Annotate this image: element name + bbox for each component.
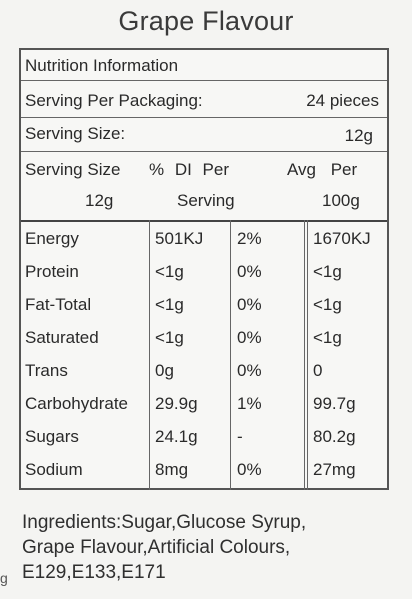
row-di: 0% <box>237 460 262 479</box>
row-per-serving: 24.1g <box>155 427 198 446</box>
row-name: Protein <box>25 262 79 281</box>
divider <box>21 220 387 222</box>
row-per-100g: 1670KJ <box>313 229 371 248</box>
column-divider <box>149 220 150 490</box>
row-per-serving: <1g <box>155 262 184 281</box>
row-name: Sodium <box>25 460 83 479</box>
row-per-100g: <1g <box>313 328 342 347</box>
col-header-avg-per: Avg Per <box>287 160 358 179</box>
serving-per-packaging-label: Serving Per Packaging: <box>25 91 203 110</box>
row-di: 0% <box>237 361 262 380</box>
row-per-100g: 0 <box>313 361 323 380</box>
serving-per-packaging-value: 24 pieces <box>306 91 379 110</box>
row-di: - <box>237 427 243 446</box>
row-name: Saturated <box>25 328 99 347</box>
row-name: Carbohydrate <box>25 394 129 413</box>
col-header-di-per: % DI Per <box>149 160 230 179</box>
ingredients-line: Grape Flavour,Artificial Colours, <box>22 537 291 558</box>
column-divider <box>304 220 305 490</box>
row-per-serving: 501KJ <box>155 229 204 248</box>
column-divider <box>230 220 231 490</box>
row-name: Sugars <box>25 427 79 446</box>
divider <box>21 151 387 152</box>
col-header-serving-size: Serving Size <box>25 160 121 179</box>
row-per-100g: <1g <box>313 295 342 314</box>
row-per-100g: 27mg <box>313 460 356 479</box>
column-divider <box>307 220 308 490</box>
col-header-serving: Serving <box>177 191 235 210</box>
row-name: Energy <box>25 229 79 248</box>
row-per-serving: <1g <box>155 295 184 314</box>
row-di: 2% <box>237 229 262 248</box>
col-header-100g: 100g <box>322 191 360 210</box>
row-per-serving: 29.9g <box>155 394 198 413</box>
row-per-serving: <1g <box>155 328 184 347</box>
row-per-serving: 0g <box>155 361 174 380</box>
row-di: 0% <box>237 328 262 347</box>
row-name: Fat-Total <box>25 295 92 314</box>
row-per-100g: 80.2g <box>313 427 356 446</box>
row-di: 0% <box>237 262 262 281</box>
row-name: Trans <box>25 361 68 380</box>
nutrition-panel: Nutrition Information Serving Per Packag… <box>19 48 389 490</box>
row-per-100g: <1g <box>313 262 342 281</box>
product-title: Grape Flavour <box>118 6 294 36</box>
col-header-serving-size-value: 12g <box>85 191 114 210</box>
serving-size-value: 12g <box>344 126 373 145</box>
serving-size-label: Serving Size: <box>25 124 126 143</box>
row-di: 0% <box>237 295 262 314</box>
ingredients-line: E129,E133,E171 <box>22 562 166 583</box>
row-per-serving: 8mg <box>155 460 189 479</box>
divider <box>21 80 387 81</box>
divider <box>21 117 387 118</box>
ingredients-text: Ingredients:Sugar,Glucose Syrup, Grape F… <box>22 510 402 585</box>
ingredients-line: Ingredients:Sugar,Glucose Syrup, <box>22 512 307 533</box>
row-di: 1% <box>237 394 262 413</box>
row-per-100g: 99.7g <box>313 394 356 413</box>
cropped-edge-text: g <box>0 570 8 586</box>
nutrition-heading: Nutrition Information <box>25 56 179 75</box>
